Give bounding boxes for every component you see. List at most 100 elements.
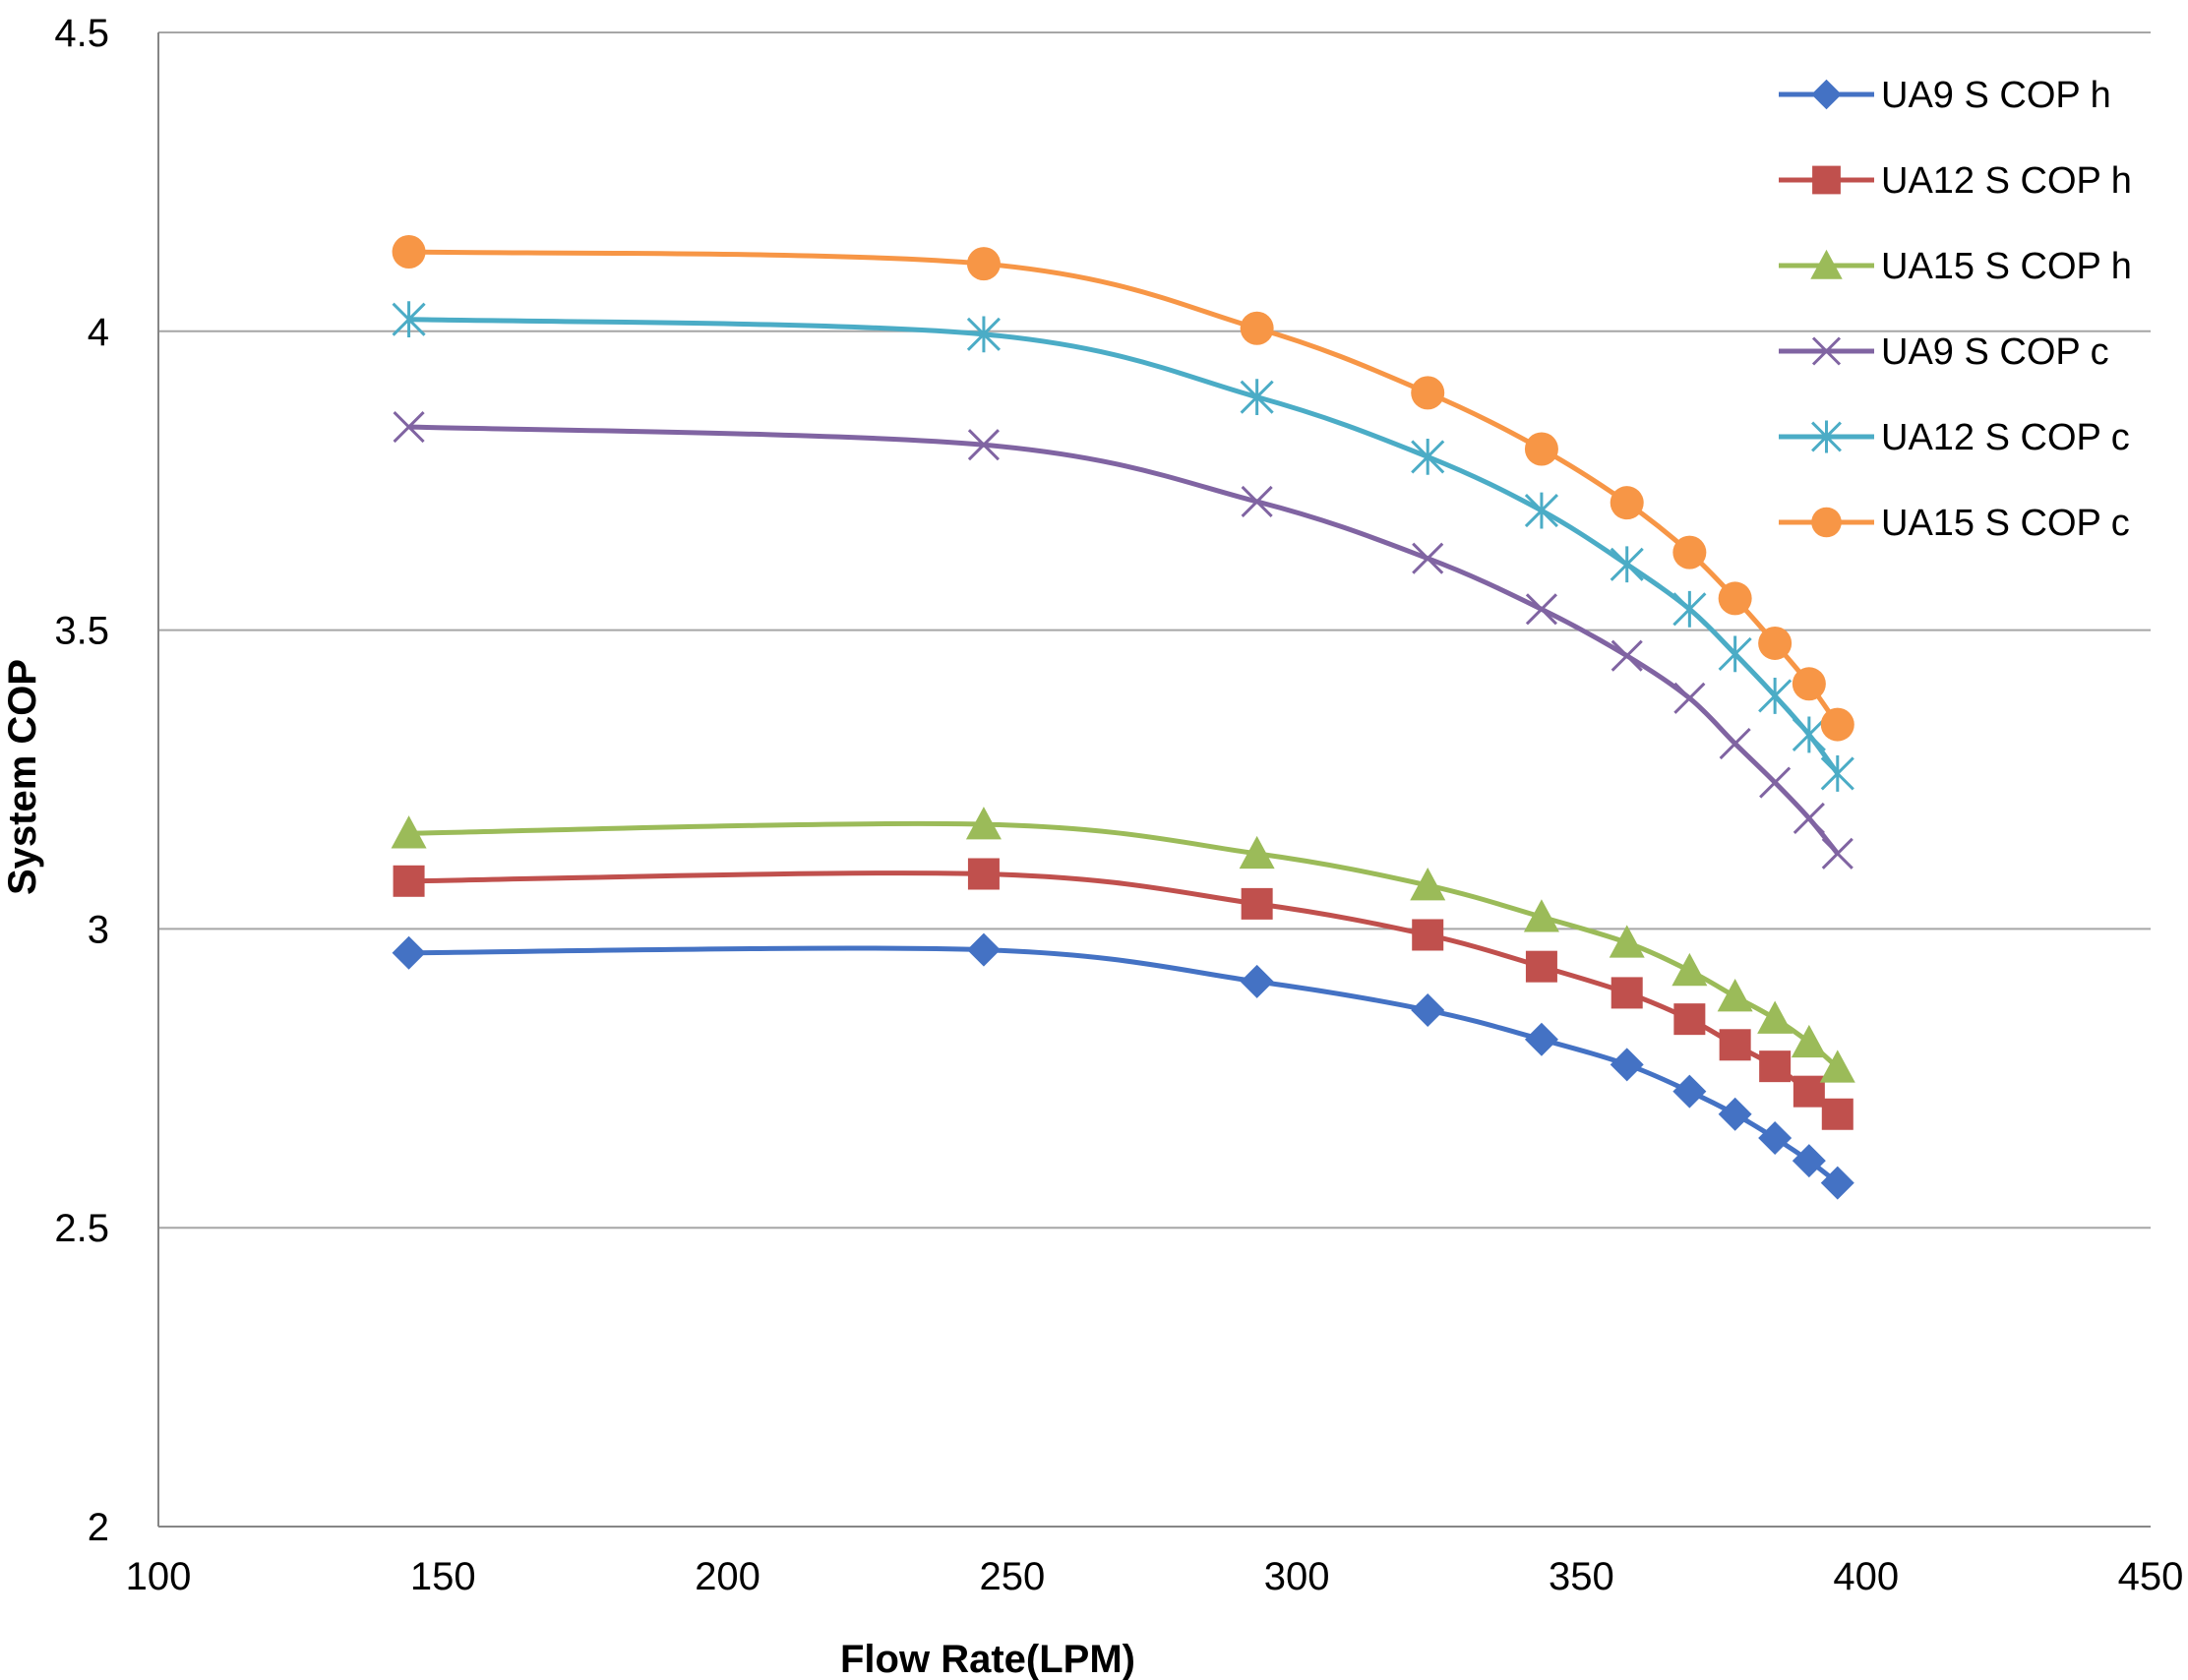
data-point-ua12-s-cop-h-9 (1793, 1075, 1825, 1108)
data-point-ua15-s-cop-c-10 (1820, 707, 1854, 742)
data-point-ua12-s-cop-c-8 (1758, 678, 1793, 714)
data-point-ua15-s-cop-h-8 (1757, 1000, 1793, 1034)
legend-item-ua12-s-cop-h: UA12 S COP h (1779, 160, 2132, 202)
data-point-ua12-s-cop-c-2 (1240, 379, 1274, 416)
data-point-ua12-s-cop-h-10 (1821, 1098, 1854, 1130)
x-tick-label: 100 (126, 1555, 192, 1598)
data-point-ua15-s-cop-h-5 (1609, 925, 1645, 958)
data-point-ua12-s-cop-c-6 (1672, 590, 1707, 628)
data-point-ua9-s-cop-c-0 (393, 410, 425, 444)
data-point-ua12-s-cop-c-0 (392, 301, 426, 338)
x-tick-label: 300 (1264, 1555, 1330, 1598)
data-point-ua15-s-cop-c-0 (392, 234, 426, 269)
data-point-ua9-s-cop-c-7 (1719, 727, 1751, 760)
data-point-ua15-s-cop-c-9 (1792, 667, 1826, 701)
data-point-ua12-s-cop-h-1 (967, 858, 1000, 890)
legend-label: UA9 S COP h (1881, 75, 2111, 116)
axes (157, 32, 2151, 1528)
legend-marker (1811, 79, 1842, 110)
data-point-ua9-s-cop-h-8 (1758, 1121, 1793, 1156)
data-point-ua12-s-cop-h-2 (1241, 887, 1273, 920)
data-point-ua15-s-cop-c-8 (1758, 626, 1793, 660)
legend-item-ua15-s-cop-c: UA15 S COP c (1779, 503, 2130, 544)
data-point-ua12-s-cop-c-3 (1411, 438, 1445, 475)
series-ua9-s-cop-h (392, 932, 1854, 1200)
x-tick-label: 350 (1549, 1555, 1614, 1598)
y-tick-label: 4 (88, 311, 109, 354)
y-tick-labels: 2 2.5 3 3.5 4 4.5 (54, 12, 109, 1549)
data-point-ua9-s-cop-c-8 (1759, 766, 1792, 799)
data-point-ua12-s-cop-h-0 (393, 865, 425, 897)
data-point-ua12-s-cop-c-4 (1524, 492, 1558, 529)
legend-label: UA15 S COP h (1881, 246, 2132, 287)
data-point-ua9-s-cop-h-1 (966, 932, 1001, 967)
series-ua15-s-cop-c (392, 234, 1854, 742)
data-point-ua12-s-cop-c-10 (1820, 755, 1854, 792)
series-line-ua15-s-cop-h (408, 820, 1840, 1070)
series-line-ua15-s-cop-c (408, 249, 1840, 727)
x-tick-label: 250 (979, 1555, 1045, 1598)
x-tick-label: 150 (410, 1555, 476, 1598)
data-point-ua9-s-cop-h-3 (1411, 993, 1445, 1028)
data-point-ua12-s-cop-h-7 (1719, 1029, 1751, 1061)
data-point-ua15-s-cop-h-1 (965, 807, 1002, 840)
y-tick-label: 2 (88, 1506, 109, 1549)
data-point-ua9-s-cop-c-2 (1241, 485, 1273, 518)
data-point-ua12-s-cop-c-1 (966, 316, 1001, 353)
x-axis-title: Flow Rate(LPM) (840, 1638, 1135, 1680)
data-point-ua12-s-cop-h-5 (1611, 977, 1643, 1009)
data-point-ua15-s-cop-c-4 (1524, 432, 1558, 466)
data-point-ua12-s-cop-h-3 (1412, 919, 1444, 951)
series-line-ua12-s-cop-c (408, 317, 1840, 775)
legend-marker (1811, 336, 1842, 366)
data-point-ua15-s-cop-h-0 (391, 815, 427, 849)
data-point-ua9-s-cop-h-7 (1718, 1097, 1752, 1131)
gridlines (158, 31, 2151, 1230)
data-point-ua9-s-cop-c-1 (967, 429, 1000, 461)
x-tick-label: 450 (2118, 1555, 2184, 1598)
x-tick-label: 400 (1833, 1555, 1899, 1598)
legend: UA9 S COP h UA12 S COP h UA15 S COP h UA9 S… (1779, 75, 2132, 544)
data-point-ua9-s-cop-c-4 (1525, 593, 1557, 626)
data-point-ua12-s-cop-c-7 (1718, 635, 1752, 673)
data-point-ua15-s-cop-c-5 (1610, 486, 1644, 520)
data-point-ua15-s-cop-h-4 (1523, 899, 1559, 932)
legend-marker (1811, 420, 1842, 453)
data-point-ua9-s-cop-h-0 (392, 935, 426, 970)
data-point-ua12-s-cop-h-8 (1759, 1050, 1792, 1083)
data-point-ua15-s-cop-c-1 (966, 247, 1001, 281)
data-point-ua9-s-cop-c-10 (1821, 837, 1854, 870)
data-point-ua12-s-cop-c-5 (1610, 546, 1644, 583)
series-ua12-s-cop-c (392, 301, 1854, 792)
data-point-ua9-s-cop-c-3 (1412, 542, 1444, 574)
y-tick-label: 3.5 (54, 610, 109, 653)
data-point-ua12-s-cop-h-4 (1525, 950, 1557, 983)
data-point-ua9-s-cop-h-4 (1524, 1022, 1558, 1056)
data-point-ua15-s-cop-c-7 (1718, 581, 1752, 616)
data-point-ua15-s-cop-c-2 (1240, 311, 1274, 345)
data-point-ua12-s-cop-h-6 (1673, 1003, 1706, 1036)
legend-label: UA12 S COP h (1881, 160, 2132, 202)
x-tick-labels: 100 150 200 250 300 350 400 450 (126, 1555, 2184, 1598)
data-point-ua12-s-cop-c-9 (1792, 716, 1826, 753)
data-point-ua15-s-cop-h-2 (1239, 835, 1275, 870)
legend-label: UA12 S COP c (1881, 417, 2130, 458)
series-group (391, 234, 1855, 1200)
legend-marker (1811, 507, 1842, 538)
data-point-ua9-s-cop-c-9 (1793, 802, 1825, 835)
legend-item-ua12-s-cop-c: UA12 S COP c (1779, 417, 2130, 458)
legend-marker (1810, 249, 1843, 279)
data-point-ua15-s-cop-c-6 (1672, 535, 1707, 570)
series-ua15-s-cop-h (391, 807, 1855, 1083)
series-ua9-s-cop-c (393, 410, 1854, 870)
legend-item-ua15-s-cop-h: UA15 S COP h (1779, 246, 2132, 287)
x-tick-label: 200 (695, 1555, 760, 1598)
legend-label: UA9 S COP c (1881, 331, 2109, 373)
legend-item-ua9-s-cop-h: UA9 S COP h (1779, 75, 2111, 116)
series-ua12-s-cop-h (393, 858, 1854, 1130)
data-point-ua9-s-cop-c-6 (1673, 682, 1706, 714)
legend-item-ua9-s-cop-c: UA9 S COP c (1779, 331, 2109, 373)
data-point-ua9-s-cop-h-6 (1672, 1074, 1707, 1109)
data-point-ua9-s-cop-h-9 (1792, 1144, 1826, 1178)
